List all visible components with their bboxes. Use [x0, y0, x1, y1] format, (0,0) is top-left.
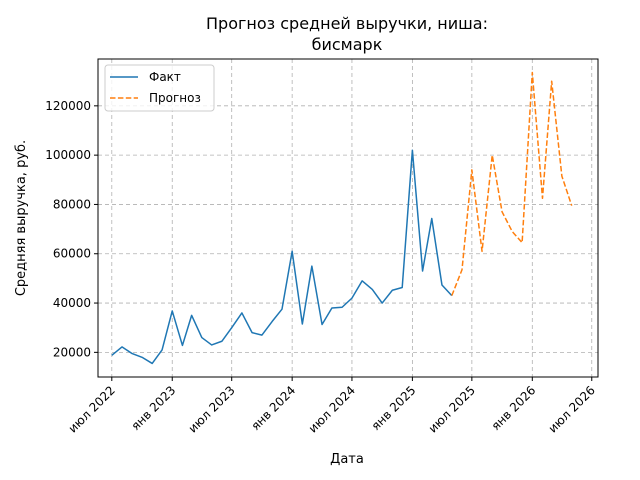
- y-axis-ticks: 20000 40000 60000 80000 100000 120000: [45, 99, 98, 359]
- series-line-fact: [111, 149, 453, 365]
- y-axis-label: Средняя выручка, руб.: [14, 140, 29, 296]
- plot-frame: [97, 58, 599, 378]
- chart-title-line-2: бисмарк: [312, 35, 383, 54]
- y-tick-label: 120000: [45, 99, 91, 113]
- y-tick-label: 60000: [53, 247, 91, 261]
- legend-label-forecast: Прогноз: [149, 91, 201, 105]
- chart-title-line-1: Прогноз средней выручки, ниша:: [206, 14, 488, 33]
- x-axis-label: Дата: [330, 452, 364, 467]
- y-tick-label: 100000: [45, 148, 91, 162]
- grid: [98, 59, 598, 377]
- y-tick-label: 80000: [53, 197, 91, 211]
- legend-label-fact: Факт: [149, 70, 181, 84]
- y-tick-label: 40000: [53, 296, 91, 310]
- series-group: [111, 71, 573, 365]
- y-tick-label: 20000: [53, 345, 91, 359]
- legend: Факт Прогноз: [104, 64, 215, 112]
- series-line-forecast: [451, 71, 573, 296]
